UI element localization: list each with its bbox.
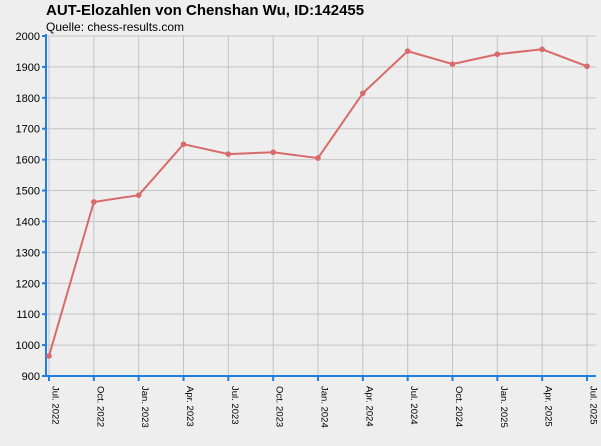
data-point [315, 155, 321, 161]
y-tick-label: 1300 [16, 247, 40, 259]
x-tick-label: Jul. 2025 [588, 386, 599, 425]
x-tick-label: Apr. 2024 [363, 386, 374, 427]
y-tick-label: 1100 [16, 309, 40, 321]
y-tick-label: 1600 [16, 155, 40, 167]
y-tick-label: 1900 [16, 62, 40, 74]
y-tick-label: 1000 [16, 340, 40, 352]
axes [45, 34, 596, 377]
data-point [135, 192, 142, 198]
x-tick-label: Jan. 2024 [319, 386, 330, 428]
series-elo [46, 46, 590, 359]
chart-title: AUT-Elozahlen von Chenshan Wu, ID:142455 [46, 2, 365, 19]
x-tick-label: Jul. 2022 [50, 386, 61, 425]
grid-lines [46, 35, 596, 377]
data-point [46, 353, 52, 359]
data-point [404, 48, 411, 54]
x-tick-label: Jan. 2025 [498, 386, 509, 428]
x-tick-label: Oct. 2024 [453, 386, 464, 427]
data-point [180, 141, 187, 147]
x-tick-label: Jul. 2023 [229, 386, 240, 425]
x-axis-ticks: Jul. 2022 Oct. 2022 Jan. 2023 Apr. 2023 Jul.… [48, 376, 599, 428]
data-point [539, 46, 545, 53]
y-tick-label: 2000 [16, 31, 40, 43]
x-tick-label: Oct. 2023 [274, 386, 285, 427]
y-tick-label: 1500 [16, 186, 40, 198]
data-point [584, 63, 590, 70]
x-tick-label: Apr. 2025 [543, 386, 554, 427]
y-tick-label: 1800 [16, 93, 40, 105]
y-tick-label: 1700 [16, 124, 40, 136]
data-point [225, 151, 232, 157]
y-axis-ticks: 900 1000 1100 1200 1300 1400 1500 1600 1700 1800 1… [16, 31, 46, 383]
chart-subtitle: Quelle: chess-results.com [46, 20, 185, 34]
y-tick-label: 1400 [16, 216, 40, 228]
x-tick-label: Jul. 2024 [408, 386, 419, 425]
x-tick-label: Oct. 2022 [94, 386, 105, 427]
x-tick-label: Apr. 2023 [184, 386, 195, 427]
data-point [494, 51, 501, 58]
x-tick-label: Jan. 2023 [139, 386, 150, 428]
y-tick-label: 900 [22, 371, 40, 383]
data-point [91, 199, 97, 205]
data-point [360, 90, 366, 96]
data-point [449, 61, 456, 67]
data-point [270, 149, 276, 156]
y-tick-label: 1200 [16, 278, 40, 290]
